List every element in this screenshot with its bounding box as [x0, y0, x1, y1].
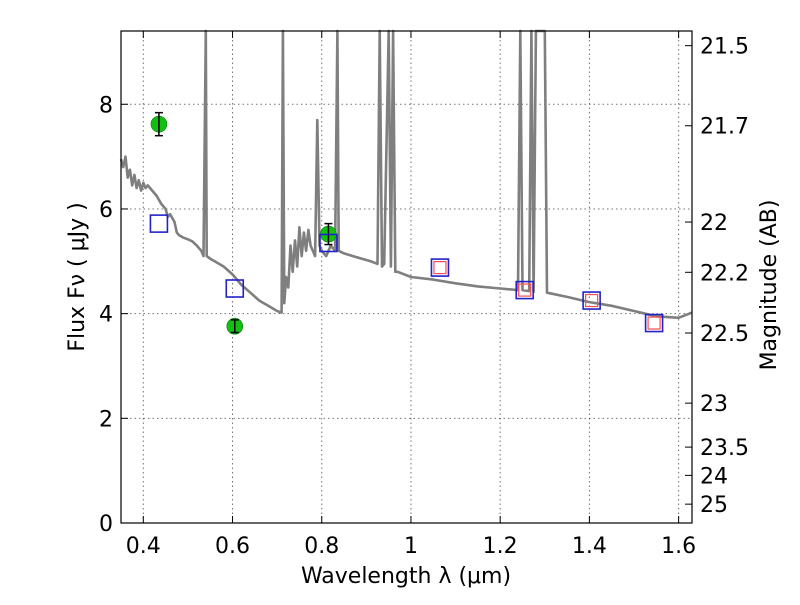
x-axis-title: Wavelength λ (μm) — [301, 564, 511, 589]
magnitude-tick-label: 22 — [700, 211, 728, 236]
magnitude-tick-label: 21.5 — [700, 35, 749, 60]
y-tick-label: 2 — [99, 407, 113, 432]
y-axis: 0 2 4 6 8 — [99, 93, 128, 537]
x-tick-label: 0.4 — [126, 534, 161, 559]
model-photometry-square — [319, 233, 338, 253]
model-spectrum-line — [119, 29, 693, 320]
y-tick-label: 6 — [99, 198, 113, 223]
x-tick-label: 1.2 — [483, 534, 518, 559]
magnitude-tick-label: 23.5 — [700, 436, 749, 461]
magnitude-tick-label: 22.5 — [700, 322, 749, 347]
model-photometry-inner-square — [647, 316, 661, 330]
model-photometry-square — [644, 313, 664, 333]
y-tick-label: 8 — [99, 93, 113, 118]
magnitude-axis: 21.5 21.7 22 22.2 22.5 23 23.5 24 25 — [685, 35, 749, 518]
x-axis: 0.4 0.6 0.8 1 1.2 1.4 1.6 — [126, 31, 696, 559]
x-tick-label: 1 — [404, 534, 418, 559]
x-tick-label: 0.6 — [215, 534, 250, 559]
model-photometry-square — [430, 258, 450, 277]
x-tick-label: 1.6 — [661, 534, 696, 559]
magnitude-tick-label: 21.7 — [700, 115, 749, 140]
model-photometry-square — [225, 279, 245, 298]
grid-layer — [121, 31, 692, 523]
magnitude-axis-title: Magnitude (AB) — [757, 200, 782, 371]
model-photometry-square — [515, 280, 535, 300]
plot-frame — [120, 30, 693, 524]
model-photometry-square — [149, 214, 169, 233]
spectrum-layer — [119, 29, 693, 320]
y-axis-title: Flux Fν ( μJy ) — [65, 202, 90, 351]
model-photometry-inner-square — [585, 293, 599, 308]
model-photometry-inner-square — [518, 283, 532, 297]
x-tick-label: 1.4 — [572, 534, 607, 559]
y-tick-label: 4 — [99, 303, 113, 328]
magnitude-tick-label: 23 — [700, 392, 728, 417]
model-photometry-square — [582, 291, 601, 310]
x-tick-label: 0.8 — [304, 534, 339, 559]
magnitude-tick-label: 22.2 — [700, 261, 749, 286]
y-tick-label: 0 — [99, 512, 113, 537]
marker-layer — [149, 111, 664, 335]
model-photometry-inner-square — [433, 260, 447, 275]
magnitude-tick-label: 24 — [700, 464, 728, 489]
magnitude-tick-label: 25 — [700, 493, 728, 518]
